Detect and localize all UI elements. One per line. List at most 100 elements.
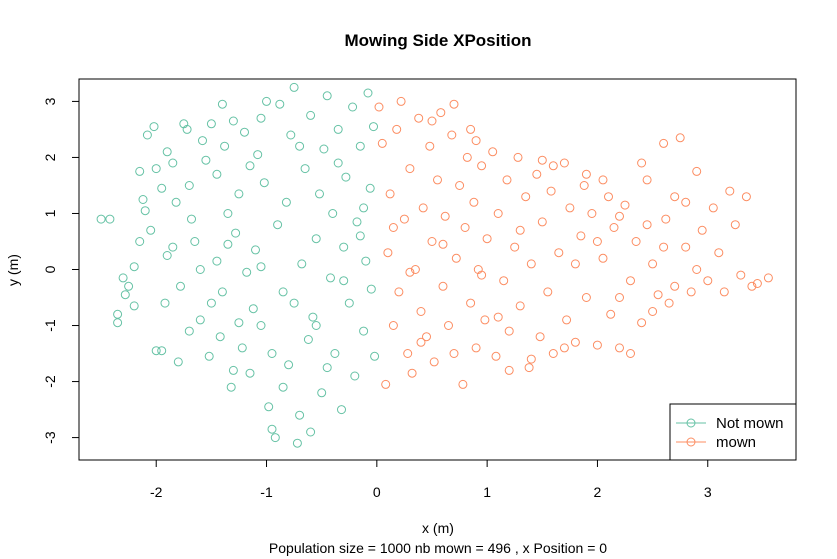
x-tick-label: -2 [150, 484, 163, 500]
point-mown [524, 363, 534, 373]
point-mown [581, 169, 591, 179]
point-mown [686, 287, 696, 297]
point-mown [562, 315, 572, 325]
point-not-mown [292, 438, 302, 448]
point-not-mown [326, 273, 335, 283]
point-mown [537, 217, 547, 227]
point-not-mown [157, 183, 167, 193]
point-mown [407, 368, 417, 378]
point-not-mown [198, 136, 207, 146]
point-mown [548, 161, 558, 171]
y-tick-label: 2 [42, 153, 58, 161]
point-not-mown [184, 181, 194, 190]
point-mown [604, 192, 613, 202]
x-tick-label: 0 [373, 484, 381, 500]
point-mown [462, 152, 472, 162]
legend-marker-not-mown [686, 418, 696, 428]
point-not-mown [341, 172, 351, 182]
point-not-mown [206, 298, 216, 308]
point-mown [526, 354, 536, 364]
point-mown [504, 326, 514, 336]
x-axis: -2 -1 0 1 2 3 [150, 459, 712, 500]
point-not-mown [118, 273, 128, 283]
point-mown [438, 239, 448, 249]
point-mown [405, 267, 415, 277]
point-mown [493, 209, 503, 218]
point-not-mown [322, 363, 332, 373]
point-not-mown [333, 124, 343, 134]
point-mown [515, 225, 525, 235]
point-not-mown [262, 96, 271, 106]
y-tick-label: -3 [42, 431, 58, 444]
chart-title: Mowing Side XPosition [345, 31, 532, 50]
point-mown [681, 197, 691, 207]
point-not-mown [322, 91, 332, 101]
point-mown [469, 197, 479, 207]
point-mown [670, 281, 680, 291]
point-mown [502, 175, 512, 185]
point-mown [570, 259, 580, 269]
point-mown [466, 124, 476, 134]
point-mown [598, 253, 608, 263]
point-not-mown [242, 267, 252, 277]
point-not-mown [344, 298, 354, 308]
point-mown [554, 248, 564, 258]
point-not-mown [195, 315, 205, 325]
point-not-mown [237, 343, 247, 353]
point-mown [477, 270, 487, 280]
point-not-mown [151, 164, 161, 174]
point-mown [587, 209, 597, 218]
point-mown [392, 124, 402, 134]
point-not-mown [284, 360, 294, 370]
point-not-mown [215, 332, 225, 342]
point-not-mown [355, 141, 365, 151]
point-not-mown [311, 321, 321, 330]
point-not-mown [256, 262, 266, 272]
point-not-mown [350, 371, 360, 381]
point-mown [592, 237, 602, 246]
point-not-mown [270, 433, 280, 443]
point-not-mown [220, 141, 230, 151]
point-mown [460, 223, 470, 232]
point-not-mown [264, 402, 274, 412]
point-not-mown [151, 346, 161, 356]
point-not-mown [359, 326, 369, 336]
legend: Not mown mown [669, 403, 797, 461]
point-mown [546, 186, 556, 196]
point-not-mown [317, 388, 327, 398]
point-mown [703, 276, 713, 286]
point-mown [515, 301, 525, 311]
point-not-mown [187, 214, 196, 224]
point-mown [422, 332, 431, 342]
point-mown [637, 158, 647, 168]
point-mown [440, 211, 450, 221]
point-not-mown [361, 256, 371, 266]
point-mown [504, 365, 514, 375]
point-mown [631, 237, 641, 246]
point-not-mown [226, 382, 236, 392]
x-tick-label: 1 [483, 484, 491, 500]
point-not-mown [348, 102, 358, 112]
point-not-mown [228, 116, 238, 126]
point-mown [537, 155, 547, 165]
point-mown [383, 248, 393, 258]
point-not-mown [212, 256, 222, 266]
point-not-mown [135, 237, 145, 246]
point-not-mown [275, 99, 285, 109]
point-mown [388, 223, 398, 232]
point-not-mown [212, 169, 222, 179]
point-mown [416, 337, 426, 347]
point-not-mown [138, 195, 148, 204]
point-mown [606, 309, 616, 319]
point-not-mown [253, 150, 263, 160]
point-mown [535, 332, 545, 342]
point-mown [458, 379, 468, 389]
point-mown [626, 276, 635, 286]
point-not-mown [168, 158, 178, 168]
point-mown [455, 181, 465, 190]
point-mown [708, 203, 718, 213]
point-not-mown [333, 158, 343, 168]
point-not-mown [311, 234, 321, 244]
point-mown [615, 343, 624, 353]
